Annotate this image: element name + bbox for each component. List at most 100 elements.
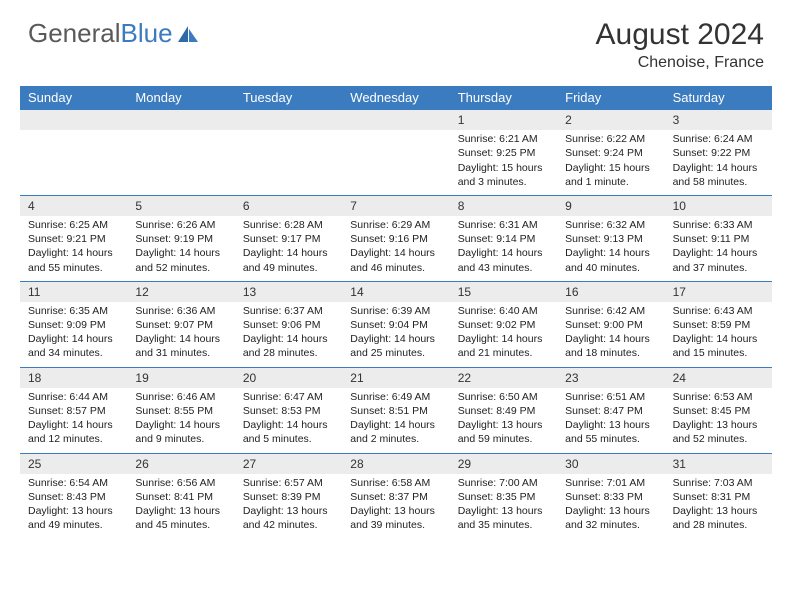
page-header: GeneralBlue August 2024 Chenoise, France [0,0,792,80]
daylight-line: Daylight: 13 hours and 59 minutes. [458,418,549,446]
day-body: Sunrise: 6:44 AMSunset: 8:57 PMDaylight:… [20,388,127,449]
day-cell: 2Sunrise: 6:22 AMSunset: 9:24 PMDaylight… [557,109,664,195]
day-cell: 31Sunrise: 7:03 AMSunset: 8:31 PMDayligh… [665,453,772,539]
day-body: Sunrise: 6:57 AMSunset: 8:39 PMDaylight:… [235,474,342,535]
day-body: Sunrise: 6:42 AMSunset: 9:00 PMDaylight:… [557,302,664,363]
daylight-line: Daylight: 13 hours and 28 minutes. [673,504,764,532]
sunrise-line: Sunrise: 6:50 AM [458,390,549,404]
sunrise-line: Sunrise: 6:57 AM [243,476,334,490]
sunset-line: Sunset: 9:13 PM [565,232,656,246]
sunset-line: Sunset: 8:41 PM [135,490,226,504]
day-cell: 28Sunrise: 6:58 AMSunset: 8:37 PMDayligh… [342,453,449,539]
day-cell: 6Sunrise: 6:28 AMSunset: 9:17 PMDaylight… [235,195,342,281]
sunset-line: Sunset: 9:11 PM [673,232,764,246]
daylight-line: Daylight: 13 hours and 42 minutes. [243,504,334,532]
logo-sail-icon [177,25,199,43]
day-body: Sunrise: 6:35 AMSunset: 9:09 PMDaylight:… [20,302,127,363]
sunrise-line: Sunrise: 6:29 AM [350,218,441,232]
day-body: Sunrise: 6:53 AMSunset: 8:45 PMDaylight:… [665,388,772,449]
daylight-line: Daylight: 14 hours and 43 minutes. [458,246,549,274]
month-year: August 2024 [596,18,764,52]
sunrise-line: Sunrise: 6:32 AM [565,218,656,232]
day-number [342,109,449,130]
daylight-line: Daylight: 14 hours and 52 minutes. [135,246,226,274]
daylight-line: Daylight: 14 hours and 25 minutes. [350,332,441,360]
title-block: August 2024 Chenoise, France [596,18,764,72]
sunset-line: Sunset: 9:22 PM [673,146,764,160]
day-number [20,109,127,130]
day-body: Sunrise: 6:28 AMSunset: 9:17 PMDaylight:… [235,216,342,277]
sunrise-line: Sunrise: 6:54 AM [28,476,119,490]
day-number: 10 [665,195,772,216]
day-body: Sunrise: 6:40 AMSunset: 9:02 PMDaylight:… [450,302,557,363]
day-number: 7 [342,195,449,216]
sunset-line: Sunset: 8:43 PM [28,490,119,504]
day-body: Sunrise: 6:25 AMSunset: 9:21 PMDaylight:… [20,216,127,277]
daylight-line: Daylight: 14 hours and 40 minutes. [565,246,656,274]
sunset-line: Sunset: 9:16 PM [350,232,441,246]
day-number: 4 [20,195,127,216]
sunrise-line: Sunrise: 6:21 AM [458,132,549,146]
sunset-line: Sunset: 9:14 PM [458,232,549,246]
day-body: Sunrise: 6:54 AMSunset: 8:43 PMDaylight:… [20,474,127,535]
sunset-line: Sunset: 8:35 PM [458,490,549,504]
daylight-line: Daylight: 13 hours and 35 minutes. [458,504,549,532]
day-number: 23 [557,367,664,388]
sunset-line: Sunset: 9:06 PM [243,318,334,332]
sunset-line: Sunset: 9:02 PM [458,318,549,332]
daylight-line: Daylight: 14 hours and 9 minutes. [135,418,226,446]
day-body: Sunrise: 6:49 AMSunset: 8:51 PMDaylight:… [342,388,449,449]
day-body: Sunrise: 6:43 AMSunset: 8:59 PMDaylight:… [665,302,772,363]
day-cell: 27Sunrise: 6:57 AMSunset: 8:39 PMDayligh… [235,453,342,539]
sunrise-line: Sunrise: 6:33 AM [673,218,764,232]
day-body: Sunrise: 6:51 AMSunset: 8:47 PMDaylight:… [557,388,664,449]
day-cell: 30Sunrise: 7:01 AMSunset: 8:33 PMDayligh… [557,453,664,539]
day-cell: 3Sunrise: 6:24 AMSunset: 9:22 PMDaylight… [665,109,772,195]
day-body: Sunrise: 6:32 AMSunset: 9:13 PMDaylight:… [557,216,664,277]
day-number: 16 [557,281,664,302]
sunrise-line: Sunrise: 7:01 AM [565,476,656,490]
daylight-line: Daylight: 15 hours and 3 minutes. [458,161,549,189]
logo-text-blue: Blue [121,18,173,48]
day-cell: 29Sunrise: 7:00 AMSunset: 8:35 PMDayligh… [450,453,557,539]
day-number [235,109,342,130]
day-cell: 9Sunrise: 6:32 AMSunset: 9:13 PMDaylight… [557,195,664,281]
sunrise-line: Sunrise: 6:40 AM [458,304,549,318]
day-cell: 4Sunrise: 6:25 AMSunset: 9:21 PMDaylight… [20,195,127,281]
daylight-line: Daylight: 14 hours and 49 minutes. [243,246,334,274]
day-body: Sunrise: 6:56 AMSunset: 8:41 PMDaylight:… [127,474,234,535]
location: Chenoise, France [596,54,764,72]
day-number: 5 [127,195,234,216]
sunset-line: Sunset: 8:51 PM [350,404,441,418]
sunset-line: Sunset: 8:33 PM [565,490,656,504]
day-cell: 20Sunrise: 6:47 AMSunset: 8:53 PMDayligh… [235,367,342,453]
sunset-line: Sunset: 9:09 PM [28,318,119,332]
daylight-line: Daylight: 14 hours and 46 minutes. [350,246,441,274]
daylight-line: Daylight: 15 hours and 1 minute. [565,161,656,189]
day-cell: 18Sunrise: 6:44 AMSunset: 8:57 PMDayligh… [20,367,127,453]
sunrise-line: Sunrise: 6:39 AM [350,304,441,318]
logo-text-gray: General [28,18,121,48]
day-number: 18 [20,367,127,388]
sunrise-line: Sunrise: 6:56 AM [135,476,226,490]
day-number: 27 [235,453,342,474]
day-number [127,109,234,130]
logo: GeneralBlue [28,18,199,49]
day-number: 26 [127,453,234,474]
sunset-line: Sunset: 8:45 PM [673,404,764,418]
sunset-line: Sunset: 8:39 PM [243,490,334,504]
day-cell: 13Sunrise: 6:37 AMSunset: 9:06 PMDayligh… [235,281,342,367]
day-cell: 26Sunrise: 6:56 AMSunset: 8:41 PMDayligh… [127,453,234,539]
sunrise-line: Sunrise: 6:53 AM [673,390,764,404]
sunrise-line: Sunrise: 6:28 AM [243,218,334,232]
day-body: Sunrise: 7:00 AMSunset: 8:35 PMDaylight:… [450,474,557,535]
calendar-week: 1Sunrise: 6:21 AMSunset: 9:25 PMDaylight… [20,109,772,195]
sunrise-line: Sunrise: 7:03 AM [673,476,764,490]
daylight-line: Daylight: 13 hours and 39 minutes. [350,504,441,532]
daylight-line: Daylight: 14 hours and 55 minutes. [28,246,119,274]
sunset-line: Sunset: 8:57 PM [28,404,119,418]
day-number: 15 [450,281,557,302]
daylight-line: Daylight: 14 hours and 34 minutes. [28,332,119,360]
day-body: Sunrise: 6:33 AMSunset: 9:11 PMDaylight:… [665,216,772,277]
day-body: Sunrise: 6:47 AMSunset: 8:53 PMDaylight:… [235,388,342,449]
